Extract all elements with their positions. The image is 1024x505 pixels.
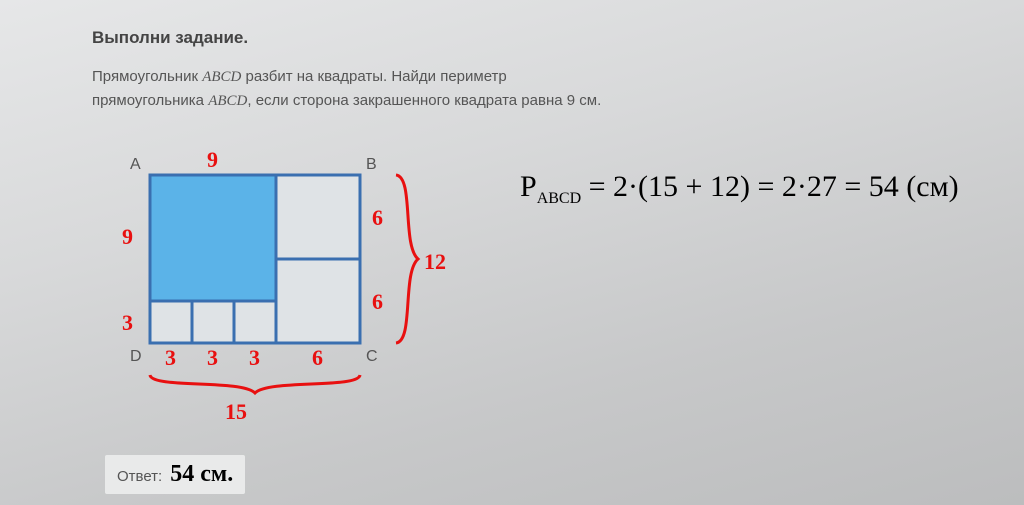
task-line1-a: Прямоугольник — [92, 68, 202, 85]
formula-expr: = 2·(15 + 12) = 2·27 = 54 (см) — [581, 170, 958, 203]
task-line2-c: , если сторона закрашенного квадрата рав… — [247, 92, 601, 109]
svg-text:6: 6 — [372, 289, 383, 314]
svg-text:15: 15 — [225, 399, 247, 424]
svg-text:9: 9 — [207, 147, 218, 172]
answer-label: Ответ: — [117, 468, 162, 485]
geometry-diagram: A B C D 9 9 3 3 3 3 6 6 6 12 15 — [110, 145, 480, 455]
svg-text:3: 3 — [207, 345, 218, 370]
answer-value: 54 см. — [170, 461, 233, 488]
formula-sub: ABCD — [537, 190, 581, 207]
task-line-1: Прямоугольник ABCD разбит на квадраты. Н… — [92, 68, 507, 86]
svg-text:3: 3 — [165, 345, 176, 370]
svg-text:B: B — [366, 156, 377, 173]
handwritten-formula: PABCD = 2·(15 + 12) = 2·27 = 54 (см) — [520, 170, 959, 208]
task-line2-abcd: ABCD — [208, 93, 247, 109]
svg-text:9: 9 — [122, 224, 133, 249]
svg-text:3: 3 — [122, 310, 133, 335]
answer-box: Ответ: 54 см. — [105, 455, 245, 494]
task-line1-abcd: ABCD — [202, 69, 241, 85]
task-line1-c: разбит на квадраты. Найди периметр — [241, 68, 506, 85]
task-title: Выполни задание. — [92, 28, 248, 48]
task-line2-a: прямоугольника — [92, 92, 208, 109]
svg-text:6: 6 — [372, 205, 383, 230]
task-line-2: прямоугольника ABCD, если сторона закраш… — [92, 92, 601, 110]
svg-text:D: D — [130, 348, 142, 365]
page-root: Выполни задание. Прямоугольник ABCD разб… — [0, 0, 1024, 505]
svg-text:C: C — [366, 348, 378, 365]
svg-text:12: 12 — [424, 249, 446, 274]
svg-text:3: 3 — [249, 345, 260, 370]
svg-text:A: A — [130, 156, 141, 173]
svg-text:6: 6 — [312, 345, 323, 370]
formula-P: P — [520, 170, 537, 203]
